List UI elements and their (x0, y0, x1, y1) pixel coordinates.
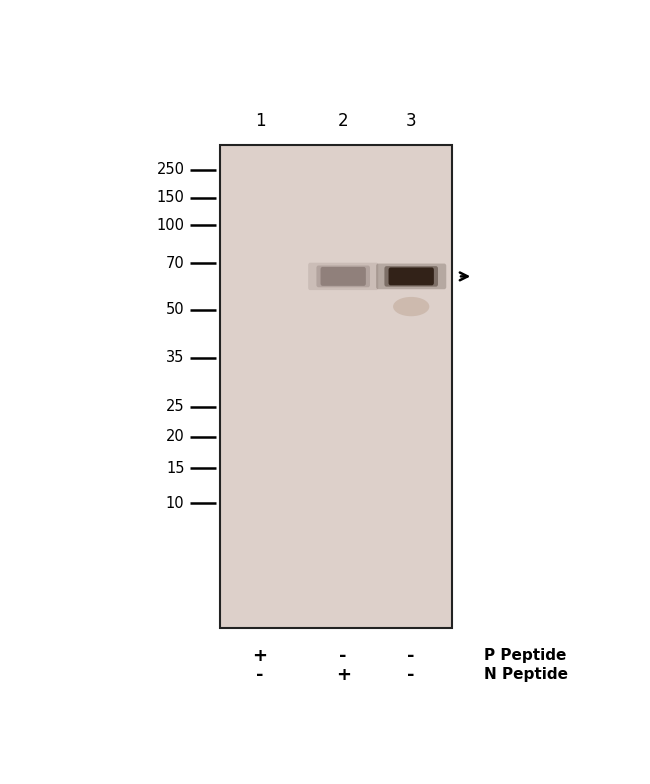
FancyBboxPatch shape (389, 267, 434, 285)
Text: -: - (339, 647, 347, 665)
FancyBboxPatch shape (317, 266, 370, 287)
Text: +: + (253, 647, 268, 665)
Text: 250: 250 (157, 162, 185, 177)
Bar (220, 145, 452, 628)
Text: 10: 10 (166, 495, 185, 511)
Text: +: + (335, 666, 351, 684)
FancyBboxPatch shape (320, 267, 366, 286)
Text: 15: 15 (166, 461, 185, 476)
Text: 2: 2 (338, 112, 348, 130)
Text: 25: 25 (166, 399, 185, 414)
FancyBboxPatch shape (308, 263, 378, 290)
Ellipse shape (393, 297, 430, 316)
Text: 20: 20 (166, 430, 185, 445)
Text: 3: 3 (406, 112, 417, 130)
FancyBboxPatch shape (384, 266, 438, 287)
Text: 35: 35 (166, 350, 185, 365)
Text: N Peptide: N Peptide (484, 667, 568, 682)
Text: 1: 1 (255, 112, 265, 130)
Text: 50: 50 (166, 302, 185, 317)
Text: 150: 150 (157, 191, 185, 205)
Text: -: - (408, 647, 415, 665)
Text: P Peptide: P Peptide (484, 648, 567, 663)
FancyBboxPatch shape (376, 263, 447, 289)
Text: -: - (256, 666, 264, 684)
Text: -: - (408, 666, 415, 684)
Text: 70: 70 (166, 256, 185, 270)
Text: 100: 100 (157, 218, 185, 233)
